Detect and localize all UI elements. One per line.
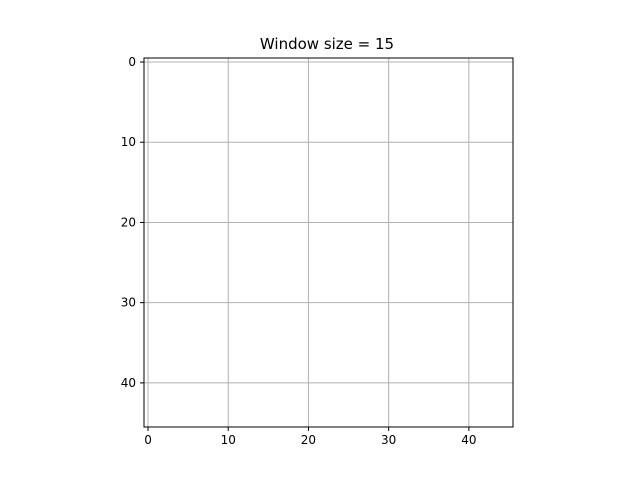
y-tick-label: 10 [121, 135, 136, 149]
x-axis: 0 10 20 30 40 [144, 427, 477, 447]
y-tick-label: 20 [121, 215, 136, 229]
grid-lines [144, 58, 513, 427]
x-tick-label: 40 [461, 433, 476, 447]
plot-area-frame [143, 57, 514, 428]
y-tick-label: 40 [121, 376, 136, 390]
x-tick-label: 30 [381, 433, 396, 447]
y-axis: 0 10 20 30 40 [121, 55, 144, 390]
y-tick-label: 0 [128, 55, 136, 69]
chart-title: Window size = 15 [260, 35, 394, 53]
y-tick-label: 30 [121, 296, 136, 310]
x-tick-label: 10 [221, 433, 236, 447]
x-tick-label: 20 [301, 433, 316, 447]
x-tick-label: 0 [144, 433, 152, 447]
